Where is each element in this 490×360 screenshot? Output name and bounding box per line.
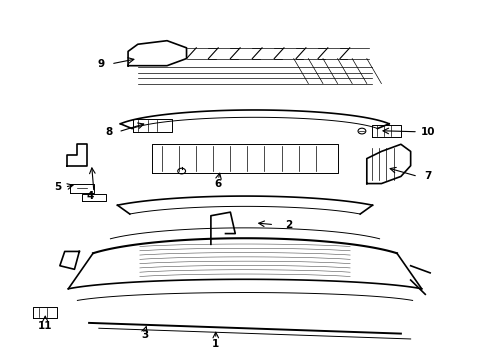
Text: 9: 9	[98, 59, 105, 69]
Text: 5: 5	[54, 182, 61, 192]
Text: 11: 11	[38, 321, 52, 332]
Text: 1: 1	[212, 339, 220, 348]
Text: 2: 2	[285, 220, 293, 230]
Text: 6: 6	[215, 179, 222, 189]
Text: 8: 8	[105, 127, 112, 137]
Text: 4: 4	[87, 191, 94, 201]
Text: 3: 3	[142, 330, 149, 341]
Text: 7: 7	[424, 171, 431, 181]
Text: 10: 10	[420, 127, 435, 137]
